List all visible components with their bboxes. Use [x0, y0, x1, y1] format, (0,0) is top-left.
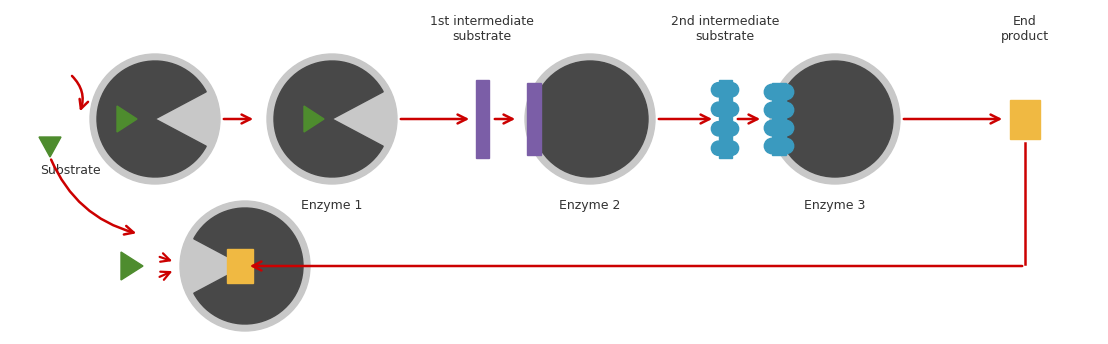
Bar [718, 80, 731, 158]
Circle shape [90, 54, 220, 184]
Text: End
product: End product [1001, 15, 1049, 43]
Bar [1010, 99, 1040, 139]
Circle shape [765, 84, 780, 100]
Circle shape [777, 61, 893, 177]
Circle shape [725, 141, 739, 155]
Text: 2nd intermediate
substrate: 2nd intermediate substrate [670, 15, 779, 43]
Circle shape [179, 201, 310, 331]
Circle shape [711, 141, 726, 155]
Circle shape [765, 120, 780, 136]
Circle shape [725, 102, 739, 116]
Polygon shape [39, 137, 61, 157]
Circle shape [267, 54, 397, 184]
Polygon shape [117, 106, 137, 132]
Bar [475, 80, 489, 158]
Circle shape [778, 120, 793, 136]
Polygon shape [304, 106, 324, 132]
Wedge shape [274, 61, 383, 177]
Circle shape [711, 121, 726, 136]
Polygon shape [121, 252, 143, 280]
Bar [772, 83, 786, 155]
Text: 1st intermediate
substrate: 1st intermediate substrate [430, 15, 534, 43]
Text: Substrate: Substrate [40, 164, 101, 177]
Circle shape [765, 138, 780, 154]
Bar [527, 83, 541, 155]
Circle shape [778, 138, 793, 154]
Circle shape [778, 84, 793, 100]
Text: Enzyme 1: Enzyme 1 [301, 199, 362, 212]
Circle shape [711, 83, 726, 97]
Circle shape [770, 54, 900, 184]
Text: Enzyme 2: Enzyme 2 [560, 199, 620, 212]
Wedge shape [98, 61, 206, 177]
Circle shape [765, 102, 780, 118]
Circle shape [778, 102, 793, 118]
Circle shape [532, 61, 648, 177]
Circle shape [711, 102, 726, 116]
Wedge shape [194, 208, 302, 324]
Bar [227, 249, 253, 283]
Text: Enzyme 3: Enzyme 3 [804, 199, 865, 212]
Circle shape [525, 54, 655, 184]
Circle shape [725, 83, 739, 97]
Circle shape [725, 121, 739, 136]
